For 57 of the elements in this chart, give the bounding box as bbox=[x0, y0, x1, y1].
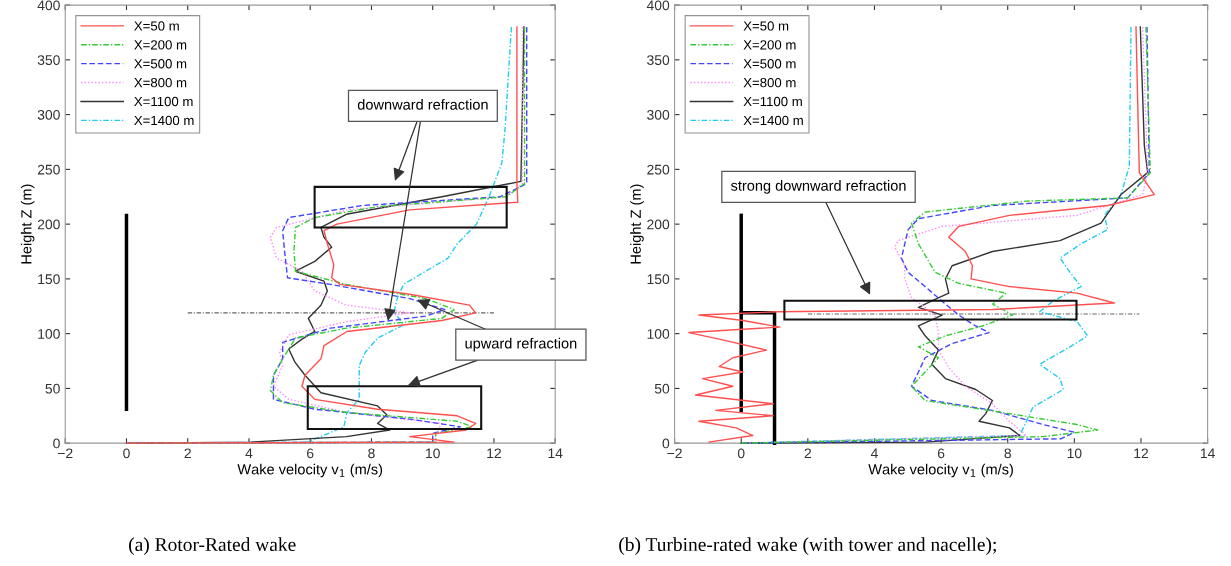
legend-label: X=200 m bbox=[743, 40, 796, 50]
y-tick-label: 50 bbox=[45, 383, 60, 394]
y-tick-label: 50 bbox=[654, 383, 670, 394]
legend-label: X=50 m bbox=[743, 21, 789, 31]
legend-label: X=800 m bbox=[743, 77, 796, 88]
x-axis-title: Wake velocity v$_{1}$ (m/s) bbox=[868, 463, 1013, 478]
x-tick-label: 8 bbox=[1004, 448, 1011, 459]
x-tick-label: −2 bbox=[667, 448, 682, 459]
y-axis-title: Height Z (m) bbox=[20, 184, 35, 264]
x-tick-label: 0 bbox=[737, 448, 745, 459]
x-tick-label: 8 bbox=[368, 448, 375, 459]
y-tick-label: 100 bbox=[38, 328, 60, 339]
y-tick-label: 250 bbox=[647, 164, 670, 175]
y-tick-label: 200 bbox=[37, 219, 60, 230]
legend-label: X=200 m bbox=[134, 40, 187, 50]
y-tick-label: 350 bbox=[37, 55, 60, 66]
x-tick-label: −2 bbox=[58, 448, 73, 459]
x-tick-label: 6 bbox=[307, 448, 314, 459]
legend-label: X=800 m bbox=[134, 77, 187, 88]
y-tick-label: 200 bbox=[647, 219, 670, 230]
legend-label: X=1400 m bbox=[134, 115, 194, 126]
legend-label: X=1400 m bbox=[743, 115, 803, 126]
y-tick-label: 400 bbox=[37, 0, 60, 11]
y-tick-label: 400 bbox=[646, 0, 670, 11]
annotation: downward refraction bbox=[357, 99, 488, 110]
legend-label: X=1100 m bbox=[134, 96, 193, 107]
y-tick-label: 300 bbox=[647, 109, 670, 120]
y-axis-title: Height Z (m) bbox=[630, 184, 644, 264]
legend-label: X=1100 m bbox=[743, 96, 802, 107]
legend-label: X=500 m bbox=[743, 59, 796, 69]
legend-label: X=50 m bbox=[134, 21, 179, 31]
x-tick-label: 6 bbox=[937, 448, 945, 459]
text: (b) Turbine-rated wake (with tower and nacelle); bbox=[619, 537, 996, 556]
x-tick-label: 2 bbox=[184, 448, 191, 459]
x-tick-label: 10 bbox=[426, 448, 440, 459]
annotation: strong downward refraction bbox=[730, 180, 906, 194]
y-tick-label: 300 bbox=[37, 109, 60, 120]
y-tick-label: 150 bbox=[38, 274, 60, 285]
legend-label: X=500 m bbox=[134, 59, 187, 69]
x-tick-label: 14 bbox=[1200, 448, 1215, 459]
x-axis-title: Wake velocity v$_{1}$ (m/s) bbox=[237, 463, 383, 478]
x-tick-label: 12 bbox=[487, 448, 501, 459]
x-tick-label: 10 bbox=[1067, 448, 1082, 459]
x-tick-label: 0 bbox=[123, 448, 130, 459]
y-tick-label: 0 bbox=[53, 438, 60, 449]
x-tick-label: 12 bbox=[1134, 448, 1149, 459]
y-tick-label: 100 bbox=[647, 328, 670, 339]
text: (a) Rotor-Rated wake bbox=[129, 537, 296, 556]
y-tick-label: 250 bbox=[37, 164, 60, 175]
x-tick-label: 4 bbox=[870, 448, 878, 459]
x-tick-label: 14 bbox=[548, 448, 563, 459]
y-tick-label: 350 bbox=[647, 55, 670, 66]
y-tick-label: 150 bbox=[647, 274, 670, 285]
x-tick-label: 4 bbox=[245, 448, 253, 459]
y-tick-label: 0 bbox=[662, 438, 670, 449]
annotation: upward refraction bbox=[465, 337, 577, 352]
x-tick-label: 2 bbox=[804, 448, 812, 459]
